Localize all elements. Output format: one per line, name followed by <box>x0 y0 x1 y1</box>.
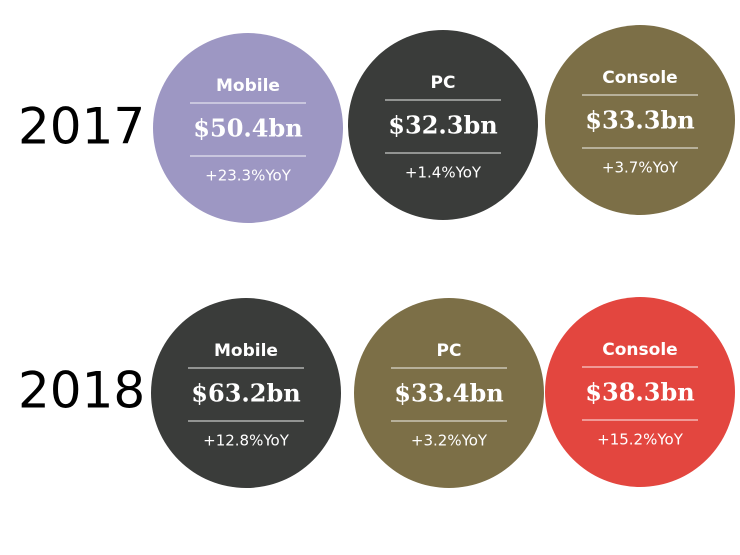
segment-label: Console <box>602 68 677 88</box>
revenue-value: $32.3bn <box>388 111 497 140</box>
growth-label: +15.2%YoY <box>597 431 684 449</box>
segment-circle <box>354 298 544 488</box>
segment-label: PC <box>437 341 462 361</box>
segment-circle <box>348 30 538 220</box>
segment-label: Mobile <box>216 76 280 96</box>
revenue-value: $33.3bn <box>585 106 694 135</box>
growth-label: +3.2%YoY <box>411 432 488 450</box>
segment-circle <box>545 297 735 487</box>
growth-label: +12.8%YoY <box>203 432 290 450</box>
revenue-value: $33.4bn <box>394 379 503 408</box>
year-label: 2017 <box>18 98 145 156</box>
revenue-value: $63.2bn <box>191 379 300 408</box>
segment-label: PC <box>431 73 456 93</box>
growth-label: +1.4%YoY <box>405 164 482 182</box>
segment-label: Mobile <box>214 341 278 361</box>
segment-circle <box>545 25 735 215</box>
revenue-value: $38.3bn <box>585 378 694 407</box>
revenue-value: $50.4bn <box>193 114 302 143</box>
segment-label: Console <box>602 340 677 360</box>
segment-circle <box>153 33 343 223</box>
year-label: 2018 <box>18 362 145 420</box>
growth-label: +3.7%YoY <box>602 159 679 177</box>
segment-circle <box>151 298 341 488</box>
growth-label: +23.3%YoY <box>205 167 292 185</box>
